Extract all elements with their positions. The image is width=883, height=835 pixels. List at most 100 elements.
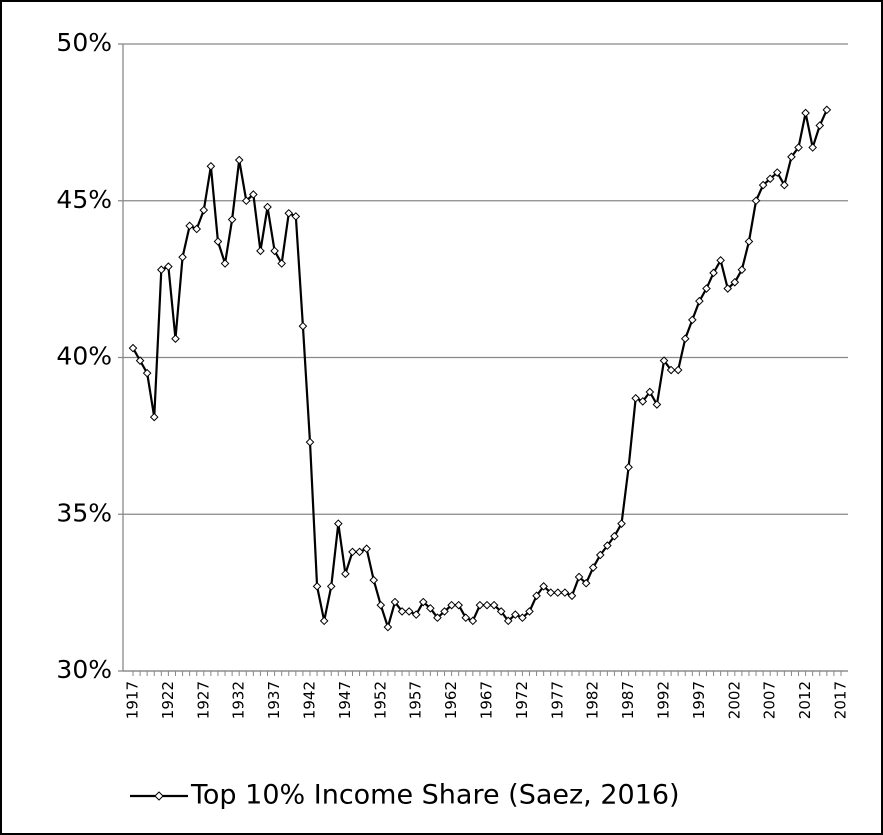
x-tick-label: 1967	[478, 681, 496, 719]
data-point	[801, 108, 810, 118]
data-point	[560, 588, 570, 597]
data-point	[787, 152, 796, 162]
data-point	[716, 256, 725, 265]
data-point	[157, 265, 166, 275]
data-point	[744, 237, 754, 246]
data-point	[142, 368, 152, 378]
legend-label: Top 10% Income Share (Saez, 2016)	[190, 780, 680, 811]
data-point	[673, 365, 683, 375]
y-tick-label: 30%	[56, 655, 112, 684]
data-point	[532, 591, 541, 601]
data-point	[588, 563, 598, 572]
x-tick-label: 1952	[371, 681, 389, 719]
data-point	[362, 544, 371, 554]
x-tick-label: 1962	[442, 681, 460, 719]
data-point	[369, 575, 379, 585]
data-point	[199, 205, 209, 215]
x-tick-label: 1927	[194, 681, 212, 719]
x-tick-label: 1972	[513, 681, 531, 719]
x-tick-label: 1977	[548, 681, 566, 719]
data-point	[213, 237, 223, 246]
data-point	[780, 180, 789, 190]
data-point	[638, 397, 648, 406]
data-point	[355, 547, 364, 557]
data-point	[376, 600, 386, 610]
data-point	[185, 221, 194, 231]
x-tick-label: 1982	[584, 681, 602, 719]
x-tick-label: 1957	[407, 681, 425, 719]
x-tick-label: 1992	[655, 681, 673, 719]
data-point	[312, 582, 322, 591]
x-tick-label: 1917	[124, 681, 142, 719]
data-point	[298, 321, 308, 331]
data-point	[539, 582, 548, 591]
x-tick-label: 1922	[159, 681, 177, 719]
data-point	[241, 196, 251, 206]
data-point	[567, 591, 577, 601]
data-point	[595, 550, 605, 560]
data-point	[666, 365, 676, 375]
data-point	[751, 196, 761, 206]
data-point	[525, 607, 534, 616]
x-tick-label: 1947	[336, 681, 354, 719]
data-point	[256, 246, 265, 256]
data-point	[263, 202, 272, 212]
data-point	[695, 296, 704, 306]
data-point	[220, 259, 230, 268]
data-point	[702, 284, 711, 293]
data-point	[418, 597, 428, 607]
data-point	[249, 190, 258, 199]
data-point	[503, 616, 513, 626]
data-point	[411, 610, 421, 619]
data-point	[815, 121, 825, 130]
data-point	[496, 607, 506, 616]
data-point	[758, 180, 768, 190]
data-point	[348, 547, 357, 557]
data-point	[397, 607, 407, 616]
data-point	[511, 610, 520, 619]
data-point	[341, 569, 350, 579]
data-point	[808, 143, 817, 152]
data-point	[659, 356, 669, 365]
data-point	[624, 462, 633, 472]
x-tick-label: 1997	[690, 681, 708, 719]
data-point	[709, 268, 718, 278]
data-point	[794, 143, 803, 152]
data-point	[135, 356, 145, 365]
data-point	[284, 208, 294, 218]
y-tick-label: 50%	[56, 28, 112, 57]
x-tick-label: 1942	[301, 681, 319, 719]
data-point	[305, 437, 315, 447]
data-point	[164, 262, 173, 271]
data-point	[610, 531, 619, 541]
data-point	[475, 600, 485, 610]
data-point	[574, 572, 584, 582]
data-point	[171, 334, 180, 343]
data-point	[334, 519, 343, 528]
data-point	[772, 168, 782, 177]
data-point	[206, 161, 216, 171]
data-point	[390, 597, 400, 607]
data-point	[652, 400, 662, 409]
data-point	[617, 519, 626, 528]
data-point	[192, 224, 202, 234]
data-point	[765, 174, 775, 184]
x-tick-label: 2017	[832, 681, 850, 719]
data-point	[270, 246, 279, 256]
data-point	[822, 105, 832, 115]
x-tick-label: 1932	[230, 681, 248, 719]
x-tick-label: 1987	[619, 681, 637, 719]
data-point	[128, 343, 138, 353]
data-point	[291, 212, 301, 221]
data-point	[468, 616, 478, 626]
data-point	[440, 607, 449, 616]
data-point	[234, 155, 244, 165]
data-point	[454, 600, 463, 610]
y-tick-label: 40%	[56, 342, 112, 371]
data-point	[737, 265, 747, 275]
y-tick-label: 35%	[56, 498, 112, 527]
data-point	[546, 588, 556, 597]
